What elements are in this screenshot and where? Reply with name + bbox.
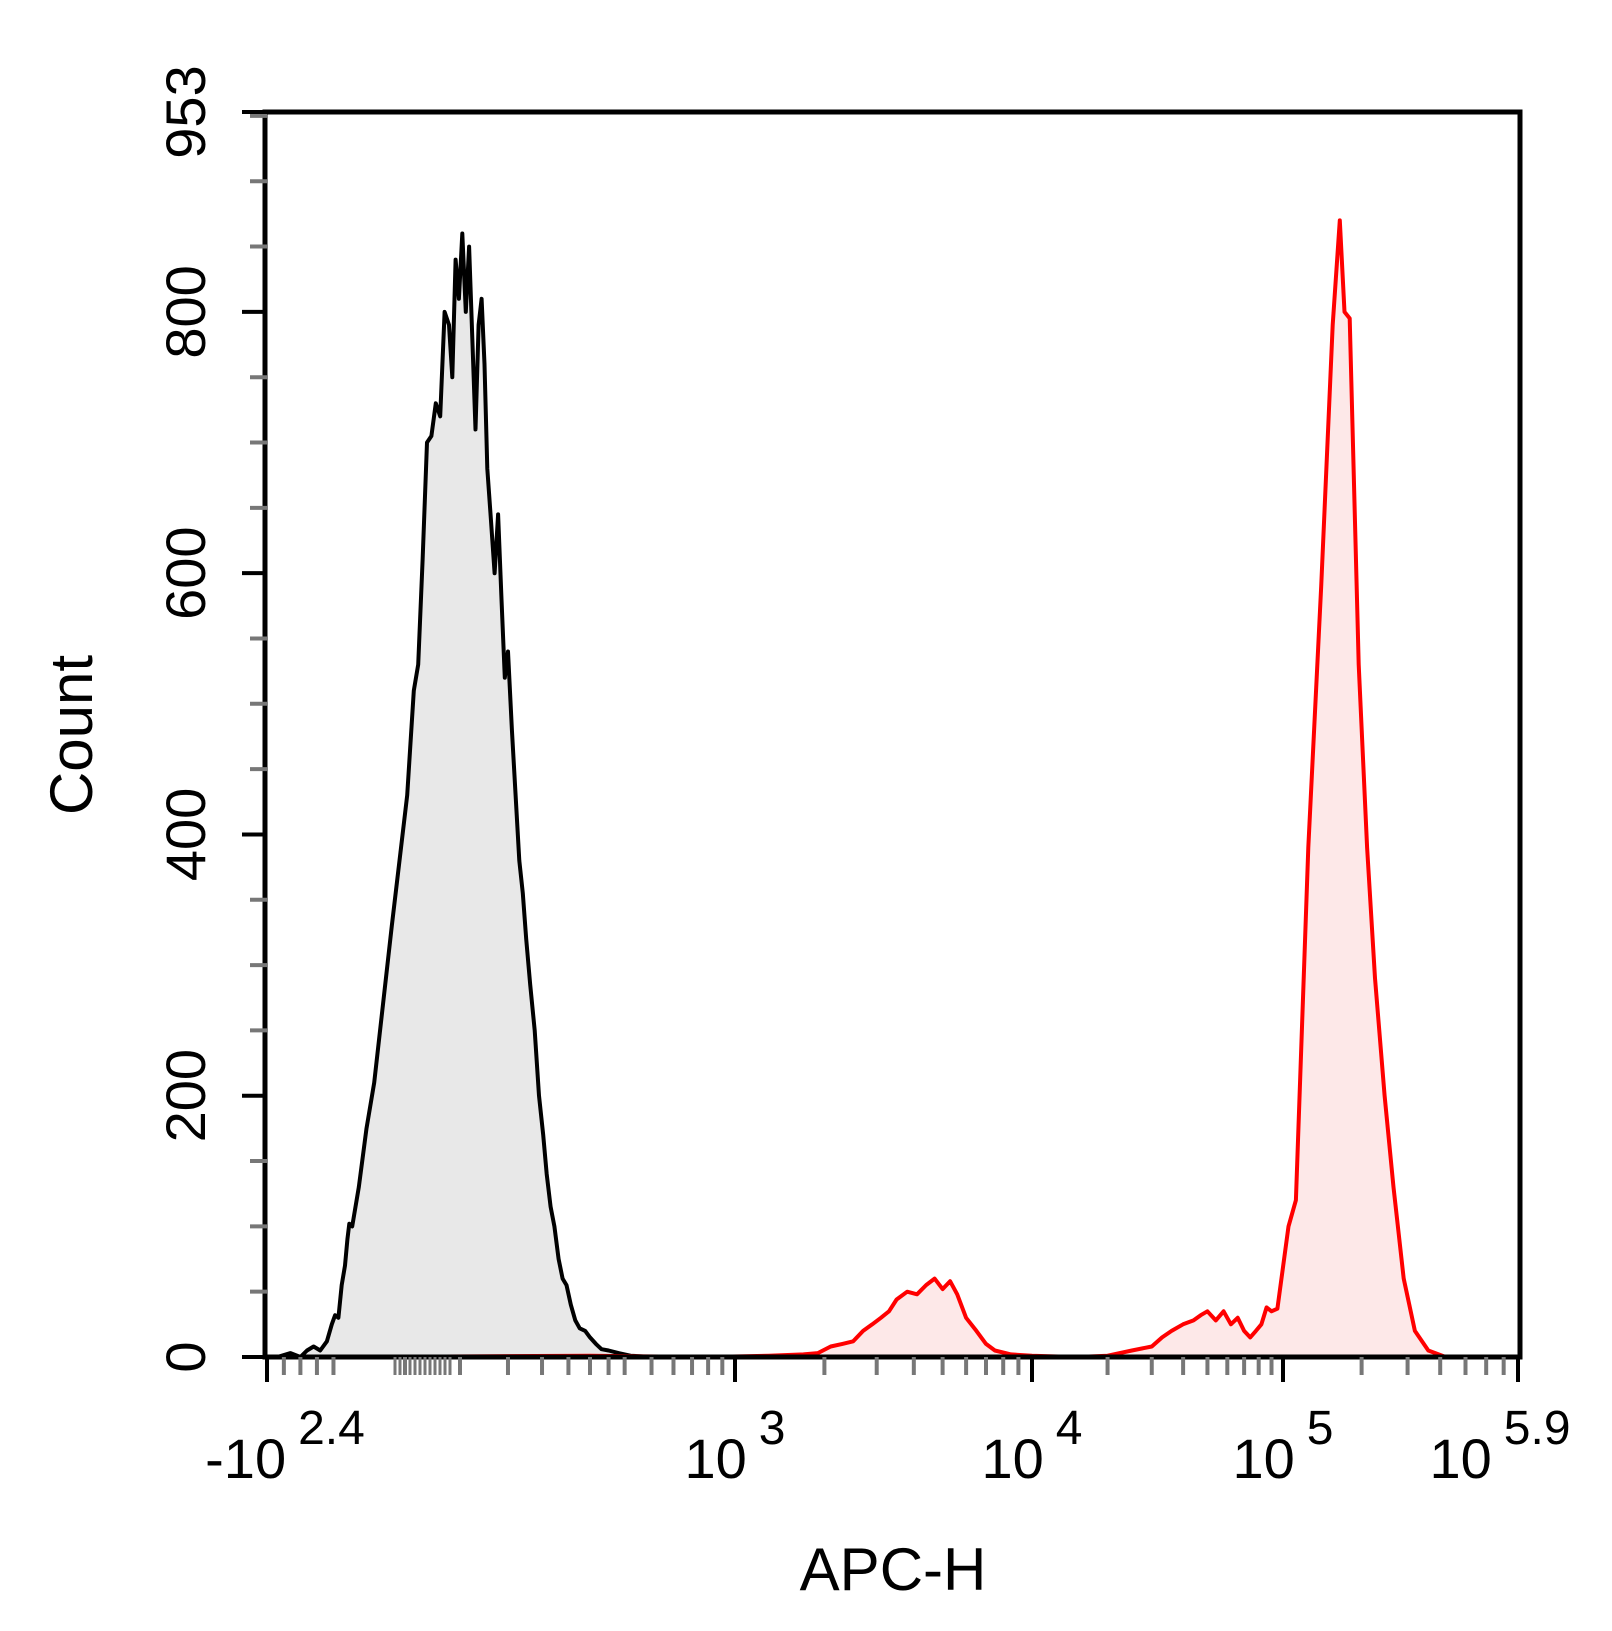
y-tick-label: 600 [154,526,217,619]
y-tick-label: 400 [154,788,217,881]
x-axis-label: APC-H [800,1536,987,1603]
plot-frame [262,109,1523,1360]
x-tick-label: 10 5.9 [1429,1402,1570,1490]
y-tick-label: 953 [154,65,217,158]
series-0-area [267,233,759,1357]
series-1-area [267,220,1487,1357]
x-tick-label: 10 3 [685,1402,786,1490]
y-axis-minor-ticks [250,113,267,1294]
series-0-line [267,231,759,1359]
y-axis: 0 200 400 600 800 953 [154,65,267,1373]
x-tick-label: -10 2.4 [205,1402,365,1490]
x-tick-label: 10 5 [1233,1402,1334,1490]
x-axis: -10 2.4 10 3 10 4 10 5 10 5.9 [205,1357,1571,1490]
x-axis-minor-ticks [281,1357,1506,1375]
y-tick-label: 200 [154,1049,217,1142]
y-tick-label: 800 [154,265,217,358]
y-tick-label: 0 [154,1341,217,1372]
x-tick-label: 10 4 [982,1402,1083,1490]
series-black-histogram [267,231,759,1359]
y-axis-label: Count [38,655,105,815]
series-red-histogram [267,218,1487,1359]
series-1-line [267,218,1487,1359]
